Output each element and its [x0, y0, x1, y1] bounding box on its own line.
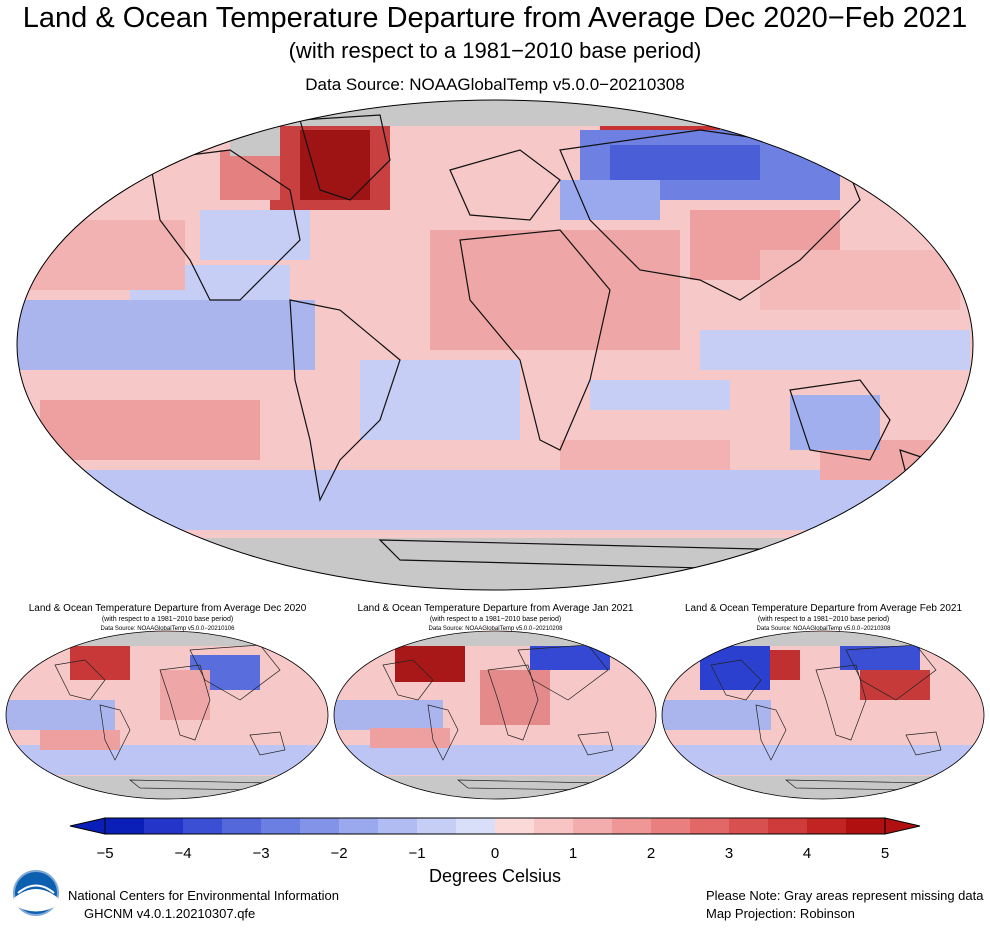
feb-2021-title: Land & Ocean Temperature Departure from …: [684, 603, 963, 614]
colorbar-high-arrow: [884, 817, 921, 835]
colorbar-swatch: [417, 818, 457, 834]
feb-2021-source: Data Source: NOAAGlobalTemp v5.0.0−20210…: [756, 626, 891, 632]
map-title: Land & Ocean Temperature Departure from …: [22, 2, 968, 34]
colorbar-swatch: [339, 818, 379, 834]
dec-2020-title: Land & Ocean Temperature Departure from …: [28, 603, 307, 614]
colorbar-tick: −2: [330, 845, 348, 862]
colorbar-tick: 0: [490, 845, 500, 862]
colorbar-swatch: [768, 818, 808, 834]
jan-2021-title: Land & Ocean Temperature Departure from …: [357, 603, 634, 614]
jan-2021-source: Data Source: NOAAGlobalTemp v5.0.0−20210…: [428, 626, 563, 632]
footer-note: Please Note: Gray areas represent missin…: [706, 888, 984, 903]
colorbar-swatch: [534, 818, 574, 834]
colorbar-swatch: [222, 818, 262, 834]
colorbar-swatch: [846, 818, 886, 834]
colorbar-low-arrow: [69, 817, 106, 835]
colorbar-tick: −5: [96, 845, 114, 862]
colorbar-swatch: [612, 818, 652, 834]
colorbar: [105, 818, 886, 834]
dec-2020-subtitle: (with respect to a 1981−2010 base period…: [101, 616, 234, 623]
footer-agency: National Centers for Environmental Infor…: [68, 888, 339, 903]
colorbar-tick: −1: [408, 845, 426, 862]
colorbar-swatch: [573, 818, 613, 834]
colorbar-title: Degrees Celsius: [428, 866, 562, 886]
colorbar-swatch: [183, 818, 223, 834]
noaa-logo: [13, 870, 59, 916]
colorbar-tick: 4: [802, 845, 812, 862]
colorbar-swatch: [690, 818, 730, 834]
footer-projection: Map Projection: Robinson: [706, 906, 855, 921]
dec-2020-map: [6, 631, 328, 799]
colorbar-swatch: [495, 818, 535, 834]
colorbar-swatch: [651, 818, 691, 834]
colorbar-swatch: [261, 818, 301, 834]
colorbar-tick: 1: [568, 845, 578, 862]
footer-dataset: GHCNM v4.0.1.20210307.qfe: [84, 906, 256, 921]
colorbar-swatch: [807, 818, 847, 834]
main-anomaly-map: [17, 100, 973, 590]
map-subtitle: (with respect to a 1981−2010 base period…: [288, 38, 702, 63]
colorbar-swatch: [456, 818, 496, 834]
dec-2020-source: Data Source: NOAAGlobalTemp v5.0.0−20210…: [100, 626, 235, 632]
colorbar-tick: 5: [880, 845, 890, 862]
colorbar-swatch: [729, 818, 769, 834]
colorbar-tick: 2: [646, 845, 656, 862]
colorbar-swatch: [300, 818, 340, 834]
main-map-border: [16, 99, 974, 591]
map-data-source: Data Source: NOAAGlobalTemp v5.0.0−20210…: [305, 75, 685, 94]
colorbar-swatch: [144, 818, 184, 834]
feb-2021-subtitle: (with respect to a 1981−2010 base period…: [757, 616, 890, 623]
colorbar-tick: −3: [252, 845, 270, 862]
colorbar-swatch: [105, 818, 145, 834]
colorbar-swatch: [378, 818, 418, 834]
colorbar-tick: 3: [724, 845, 734, 862]
colorbar-tick: −4: [174, 845, 192, 862]
jan-2021-subtitle: (with respect to a 1981−2010 base period…: [429, 616, 562, 623]
